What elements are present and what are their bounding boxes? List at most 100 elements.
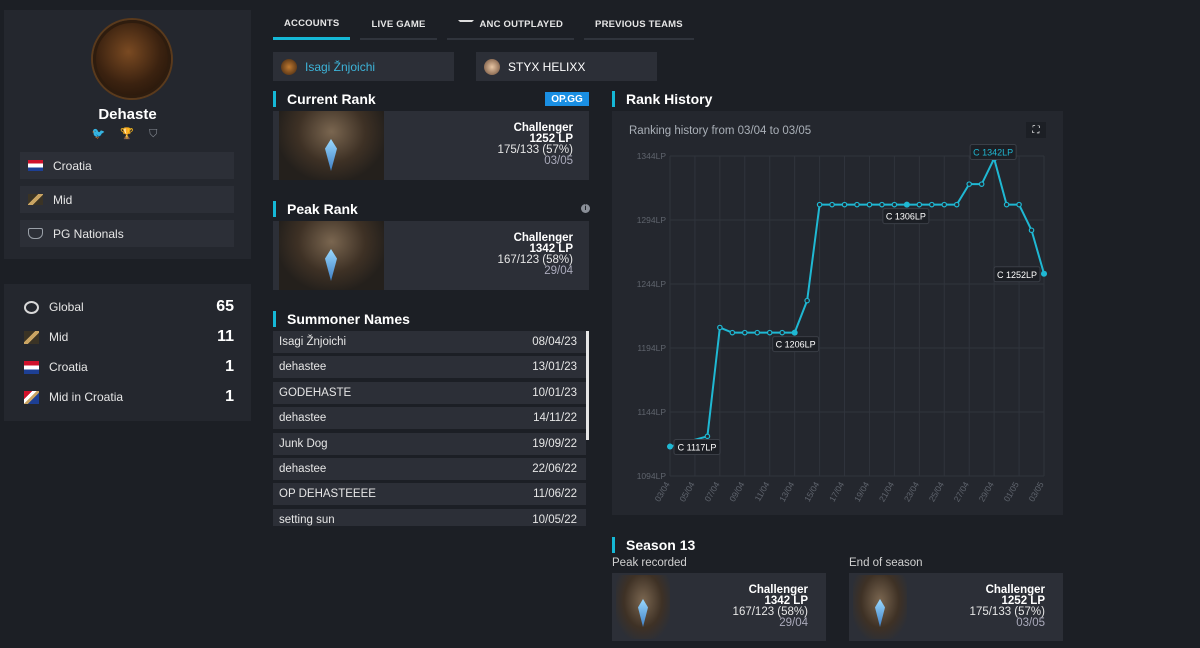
annotation-point: [903, 201, 910, 208]
data-point: [841, 201, 848, 208]
list-scrollbar[interactable]: [586, 331, 589, 440]
challenger-emblem-icon: [853, 575, 907, 639]
data-point: [729, 329, 736, 336]
summoner-name: OP DEHASTEEEE: [279, 488, 376, 501]
y-tick-label: 1094LP: [637, 471, 667, 481]
rank-record: 175/133 (57%): [497, 144, 573, 156]
challenger-emblem-icon: [616, 575, 670, 639]
mid-lane-icon: [28, 194, 43, 205]
team-row[interactable]: PG Nationals: [20, 220, 234, 247]
list-item: dehastee 14/11/22: [273, 407, 586, 430]
croatia-flag-icon: [24, 360, 39, 374]
data-point: [879, 201, 885, 208]
summoner-names-list[interactable]: Isagi Žnjoichi 08/04/23 dehastee 13/01/23 …: [273, 331, 589, 526]
annotation-label: C 1117LP: [678, 443, 717, 453]
end-of-season-label: End of season: [849, 557, 923, 569]
tab-previous-teams[interactable]: PREVIOUS TEAMS: [584, 10, 694, 40]
annotation-box: [993, 266, 1041, 283]
season-peak-box: Challenger 1342 LP 167/123 (58%) 29/04: [612, 573, 826, 641]
data-point: [941, 201, 948, 208]
summoner-name: Junk Dog: [279, 437, 328, 450]
summoner-date: 14/11/22: [533, 412, 577, 425]
data-point: [866, 201, 873, 208]
annotation-box: [882, 208, 930, 225]
x-tick-label: 09/04: [727, 480, 746, 504]
data-point: [978, 181, 985, 187]
annotation-label: C 1206LP: [776, 340, 816, 350]
x-tick-label: 19/04: [852, 480, 871, 504]
ranking-value: 1: [225, 358, 234, 375]
season-end-text: Challenger 1252 LP 175/133 (57%) 03/05: [970, 584, 1045, 629]
x-tick-label: 17/04: [827, 480, 846, 504]
annotation-label: C 1252LP: [997, 270, 1037, 280]
y-tick-label: 1294LP: [637, 215, 667, 225]
summoner-date: 11/06/22: [533, 488, 577, 501]
rank-tier: Challenger: [748, 584, 808, 596]
croatia-flag-icon: [28, 160, 43, 171]
team-logo-icon: [28, 228, 43, 239]
summoner-name: Isagi Žnjoichi: [279, 336, 347, 348]
role-row: Mid: [20, 186, 234, 213]
summoner-name: dehastee: [279, 412, 327, 425]
tab-accounts[interactable]: ACCOUNTS: [273, 10, 351, 40]
x-tick-label: 05/04: [677, 480, 696, 504]
x-tick-label: 11/04: [752, 480, 771, 503]
annotation-point: [667, 443, 673, 450]
ranking-row-mid: Mid 11: [24, 326, 234, 348]
role-label: Mid: [53, 192, 73, 207]
tab-anc-outplayed[interactable]: ANC OUTPLAYED: [446, 10, 575, 40]
summoner-date: 22/06/22: [532, 462, 577, 475]
account-tab-1[interactable]: Isagi Žnjoichi: [273, 52, 454, 81]
ranking-label: Mid in Croatia: [49, 390, 124, 404]
list-item: dehastee 13/01/23: [273, 356, 586, 379]
section-title-current-rank: Current Rank: [273, 91, 376, 107]
ranking-label: Mid: [49, 330, 69, 344]
summoner-date: 10/01/23: [532, 386, 577, 399]
list-item: GODEHASTE 10/01/23: [273, 381, 586, 404]
team-label[interactable]: PG Nationals: [53, 226, 124, 241]
season-peak-text: Challenger 1342 LP 167/123 (58%) 29/04: [732, 584, 808, 629]
ranking-label: Croatia: [49, 360, 88, 374]
country-row: Croatia: [20, 152, 234, 179]
rank-tier: Challenger: [513, 122, 573, 134]
tab-live-game[interactable]: LIVE GAME: [360, 10, 437, 40]
rank-lp: 1252 LP: [1001, 595, 1045, 607]
info-icon[interactable]: i: [581, 204, 590, 213]
annotation-box: [673, 439, 721, 456]
challenger-emblem-icon: [279, 111, 384, 180]
ranking-row-global: Global 65: [24, 296, 234, 318]
anc-logo-icon: [457, 20, 474, 28]
data-point: [829, 201, 835, 208]
y-tick-label: 1244LP: [637, 279, 667, 289]
x-tick-label: 25/04: [927, 480, 946, 504]
ranking-row-croatia: Croatia 1: [24, 356, 234, 378]
tab-label: ANC OUTPLAYED: [479, 18, 564, 30]
rank-record: 167/123 (58%): [732, 606, 808, 618]
rank-lp: 1252 LP: [529, 133, 573, 145]
summoner-name: dehastee: [279, 462, 327, 475]
data-point: [953, 201, 960, 208]
data-point: [916, 201, 923, 208]
list-item: dehastee 22/06/22: [273, 457, 586, 480]
annotation-point: [791, 329, 798, 336]
player-avatar: [93, 20, 171, 98]
social-links[interactable]: 🐦 🏆 ⛉: [91, 128, 164, 140]
opgg-link[interactable]: OP.GG: [545, 92, 589, 106]
list-item: Junk Dog 19/09/22: [273, 432, 586, 455]
y-tick-label: 1194LP: [637, 343, 666, 353]
account-tab-2[interactable]: STYX HELIXX: [476, 52, 657, 81]
mid-croatia-icon: [24, 390, 39, 404]
x-tick-label: 03/04: [652, 480, 671, 504]
expand-icon[interactable]: ⛶: [1026, 122, 1046, 138]
section-title-rank-history: Rank History: [612, 91, 712, 107]
data-point: [891, 201, 898, 208]
y-tick-label: 1344LP: [637, 151, 667, 161]
ranking-label: Global: [49, 300, 84, 314]
summoner-name: dehastee: [279, 361, 327, 374]
data-point: [779, 329, 786, 336]
x-tick-label: 13/04: [777, 480, 796, 504]
x-tick-label: 23/04: [902, 480, 921, 504]
data-point: [1028, 227, 1035, 234]
data-point: [704, 433, 711, 440]
section-title-season: Season 13: [612, 537, 695, 553]
